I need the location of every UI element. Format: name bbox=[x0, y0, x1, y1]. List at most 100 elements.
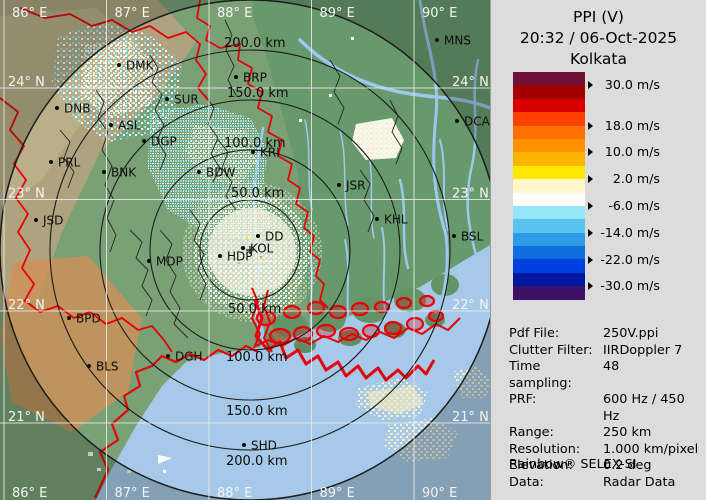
station-dmk: DMK bbox=[117, 59, 155, 73]
legend-color-segment bbox=[513, 125, 585, 139]
station-label: BDW bbox=[206, 166, 235, 180]
station-dgp: DGP bbox=[142, 135, 177, 149]
echo-flecks bbox=[238, 37, 354, 264]
station-label: JSR bbox=[345, 179, 366, 193]
legend-color-segment bbox=[513, 85, 585, 99]
station-label: BRP bbox=[243, 71, 267, 85]
range-ring-label: 200.0 km bbox=[226, 454, 288, 469]
legend-value-label: -6.0 m/s bbox=[608, 198, 660, 213]
meridian-label-top: 86° E bbox=[12, 6, 47, 21]
station-dgh: DGH bbox=[166, 350, 203, 364]
parallel-label-right: 22° N bbox=[452, 298, 489, 313]
legend-value-label: 10.0 m/s bbox=[604, 144, 660, 160]
station-label: ASL bbox=[118, 119, 141, 133]
legend-color-segment bbox=[513, 246, 585, 260]
station-label: DGH bbox=[175, 350, 203, 364]
legend-value-label: 18.0 m/s bbox=[604, 117, 660, 133]
legend-value-label: -30.0 m/s bbox=[600, 278, 660, 294]
legend-value-label: -14.0 m/s bbox=[600, 224, 660, 240]
legend-color-segment bbox=[513, 205, 585, 220]
out-of-range-dim bbox=[0, 0, 490, 500]
metadata-row: Elevation: 0.2 deg bbox=[509, 458, 704, 475]
parallel-label-left: 22° N bbox=[8, 298, 45, 313]
station-bls: BLS bbox=[87, 360, 119, 374]
station-label: DNB bbox=[64, 102, 90, 116]
station-dot bbox=[34, 218, 38, 222]
station-dot bbox=[67, 316, 71, 320]
station-label: KRI bbox=[260, 146, 280, 160]
meridian-label-top: 89° E bbox=[320, 6, 355, 21]
legend-label-row: -14.0 m/s bbox=[588, 225, 666, 241]
station-dnb: DNB bbox=[55, 102, 90, 116]
station-sur: SUR bbox=[165, 93, 199, 107]
station-bpd: BPD bbox=[67, 312, 101, 326]
station-kol: KOL bbox=[241, 242, 274, 256]
station-label: JSD bbox=[42, 214, 63, 228]
legend-tick-arrow-icon bbox=[588, 121, 593, 130]
station-jsd: JSD bbox=[34, 214, 63, 228]
parallel-label-left: 24° N bbox=[8, 75, 45, 90]
station-prl: PRL bbox=[49, 156, 81, 170]
station-dot bbox=[218, 254, 222, 258]
legend-label-row: 2.0 m/s bbox=[588, 171, 666, 187]
station-dot bbox=[251, 150, 255, 154]
station-label: BPD bbox=[76, 312, 101, 326]
legend-colorbar bbox=[513, 72, 585, 300]
metadata-row: Pdf File: 250V.ppi bbox=[509, 326, 704, 343]
station-dot bbox=[147, 259, 151, 263]
station-label: SUR bbox=[174, 93, 199, 107]
metadata-value: 250 km bbox=[603, 425, 652, 440]
latlon-labels: 86° E 86° E 87° E 87° E 88° E 88° E 89° E 89° E… bbox=[8, 6, 489, 500]
station-label: KOL bbox=[250, 242, 274, 256]
metadata-value: 1.000 km/pixel bbox=[603, 441, 699, 457]
station-label: DMK bbox=[126, 59, 155, 73]
meridian-label-top: 87° E bbox=[115, 6, 150, 21]
meridian-label-bottom: 89° E bbox=[320, 486, 355, 500]
parallel-label-right: 24° N bbox=[452, 75, 489, 90]
station-dot bbox=[102, 170, 106, 174]
legend-tick-arrow-icon bbox=[588, 175, 593, 184]
legend-color-segment bbox=[513, 219, 585, 233]
station-dot bbox=[256, 234, 260, 238]
product-title: PPI (V) bbox=[573, 8, 624, 26]
panel-header: PPI (V) 20:32 / 06-Oct-2025 Kolkata bbox=[491, 7, 706, 70]
station-label: KHL bbox=[384, 213, 408, 227]
legend-tick-arrow-icon bbox=[588, 202, 593, 210]
legend-tick-arrow-icon bbox=[588, 255, 593, 264]
legend-label-row: -6.0 m/s bbox=[588, 198, 666, 214]
station-dot bbox=[234, 75, 238, 79]
legend-tick-arrow-icon bbox=[588, 148, 593, 157]
station-mdp: MDP bbox=[147, 255, 183, 269]
range-rings bbox=[0, 0, 490, 500]
legend-tick-arrow-icon bbox=[588, 282, 593, 291]
range-ring-label: 200.0 km bbox=[224, 36, 286, 51]
station-label: DGP bbox=[151, 135, 177, 149]
metadata-label: Clutter Filter: bbox=[509, 342, 593, 358]
station-kri: KRI bbox=[251, 146, 280, 160]
station-dot bbox=[435, 38, 439, 42]
software-brand: Rainbow® SELEX-SI bbox=[509, 457, 637, 472]
metadata-row: Time sampling: 48 bbox=[509, 359, 704, 392]
legend-label-row: 18.0 m/s bbox=[588, 118, 666, 134]
station-mns: MNS bbox=[435, 34, 471, 48]
range-ring-200km bbox=[49, 49, 451, 451]
station-dot bbox=[49, 160, 53, 164]
station-dot bbox=[55, 106, 59, 110]
metadata-label: Range: bbox=[509, 425, 554, 440]
range-ring-labels: 200.0 km 150.0 km 100.0 km 50.0 km 50.0 km 10… bbox=[224, 36, 289, 469]
parallel-label-left: 23° N bbox=[8, 187, 45, 202]
legend-label-row: -30.0 m/s bbox=[588, 278, 666, 294]
station-dot bbox=[337, 183, 341, 187]
district-borders bbox=[59, 19, 403, 339]
station-dot bbox=[452, 234, 456, 238]
station-dot bbox=[375, 217, 379, 221]
station-hdp: HDP bbox=[218, 250, 253, 264]
metadata-row: Clutter Filter: IIRDoppler 7 bbox=[509, 343, 704, 360]
legend-tick-arrow-icon bbox=[588, 228, 593, 237]
station-dot bbox=[87, 364, 91, 368]
metadata-label: PRF: bbox=[509, 392, 537, 407]
metadata-value: Radar Data bbox=[603, 474, 676, 490]
station-dot bbox=[455, 119, 459, 123]
station-label: MNS bbox=[444, 34, 471, 48]
